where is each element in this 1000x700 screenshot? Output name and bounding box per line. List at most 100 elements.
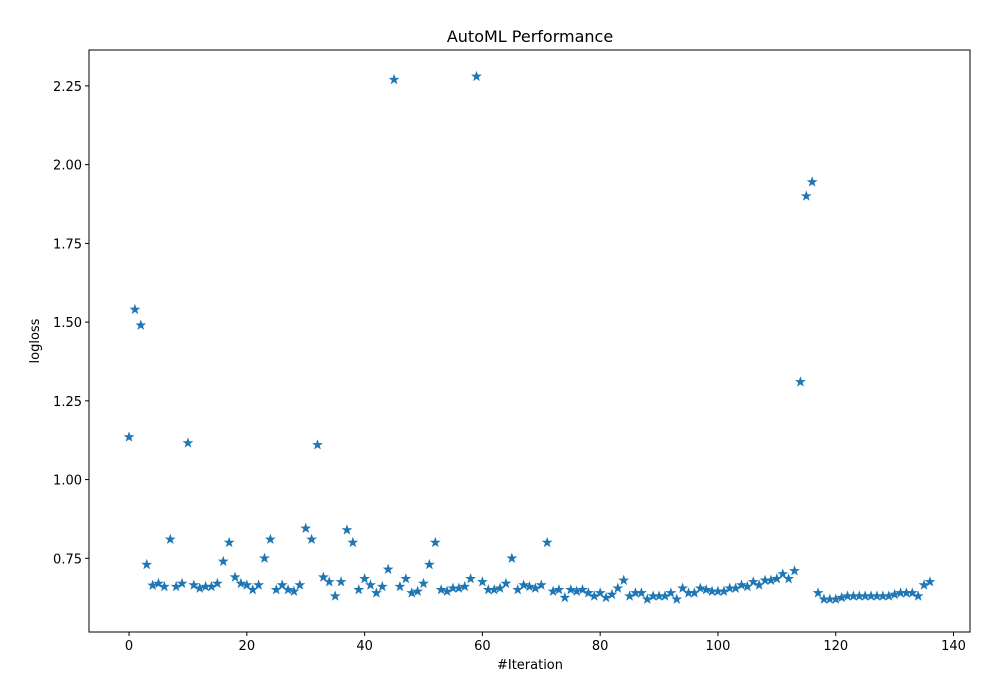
point	[211, 577, 223, 589]
x-tick-label: 40	[356, 639, 373, 654]
point	[618, 574, 630, 585]
point	[524, 580, 535, 592]
point	[170, 580, 182, 592]
point	[359, 573, 371, 584]
point	[553, 584, 565, 595]
point	[694, 582, 706, 593]
y-axis-label: logloss	[28, 318, 43, 363]
point	[412, 585, 424, 596]
chart-title: AutoML Performance	[447, 27, 613, 46]
point	[665, 587, 677, 598]
point	[635, 587, 647, 598]
point	[306, 533, 318, 545]
y-tick-label: 2.00	[53, 159, 82, 174]
point	[158, 580, 170, 592]
point	[771, 573, 783, 584]
point	[465, 573, 477, 584]
point	[129, 303, 141, 315]
point	[329, 590, 341, 601]
point	[300, 522, 312, 534]
point	[565, 584, 577, 595]
y-tick-label: 1.50	[53, 316, 82, 331]
point	[429, 536, 441, 548]
point	[594, 587, 606, 598]
x-tick-label: 140	[941, 639, 966, 654]
point	[223, 536, 235, 548]
point	[147, 579, 159, 591]
plot-frame	[88, 49, 971, 633]
point	[736, 579, 747, 590]
point	[123, 431, 135, 442]
point	[382, 563, 394, 574]
point	[388, 73, 400, 85]
point	[217, 555, 229, 567]
x-tick-label: 120	[823, 639, 848, 654]
point	[312, 439, 323, 450]
point	[347, 536, 359, 548]
point	[365, 579, 376, 590]
point	[677, 582, 689, 593]
point	[253, 579, 265, 590]
point	[394, 580, 406, 592]
point	[441, 585, 453, 596]
point	[323, 576, 335, 587]
point	[188, 579, 200, 590]
point	[471, 70, 482, 82]
point	[423, 558, 435, 570]
point	[376, 580, 388, 592]
point	[800, 190, 812, 201]
point	[641, 593, 653, 604]
point	[671, 593, 683, 604]
point	[518, 579, 530, 590]
x-tick-label: 0	[125, 639, 133, 654]
point	[235, 577, 247, 589]
point	[624, 590, 636, 601]
y-tick-label: 0.75	[53, 552, 82, 567]
point	[924, 576, 936, 587]
point	[264, 533, 276, 545]
point	[559, 591, 571, 603]
point	[135, 319, 147, 330]
point	[276, 579, 288, 590]
point	[606, 588, 618, 600]
point	[476, 576, 488, 587]
point	[182, 437, 194, 448]
point	[294, 579, 306, 590]
point	[588, 590, 600, 601]
point	[241, 579, 253, 590]
x-axis-label: #Iteration	[497, 658, 563, 673]
point	[812, 587, 824, 598]
point	[341, 524, 353, 535]
point	[370, 587, 382, 598]
point	[700, 584, 712, 595]
point	[506, 552, 518, 563]
point	[912, 590, 924, 601]
point	[500, 577, 512, 589]
point	[335, 576, 347, 587]
point	[794, 376, 806, 387]
point	[353, 584, 365, 595]
point	[153, 577, 164, 589]
point	[164, 533, 176, 545]
point	[541, 536, 553, 548]
point	[783, 573, 795, 584]
point	[906, 587, 918, 598]
point	[435, 584, 447, 595]
point	[400, 573, 412, 584]
x-tick-label: 60	[474, 639, 491, 654]
point	[418, 577, 429, 589]
point	[288, 585, 300, 596]
point	[730, 582, 742, 593]
point	[282, 584, 294, 595]
y-tick-label: 1.75	[53, 237, 82, 252]
point	[577, 584, 588, 595]
y-tick-label: 1.25	[53, 395, 82, 410]
point	[229, 571, 241, 582]
point	[535, 579, 547, 590]
point	[259, 552, 270, 563]
point	[206, 580, 217, 592]
point	[806, 176, 818, 187]
point	[600, 591, 612, 603]
